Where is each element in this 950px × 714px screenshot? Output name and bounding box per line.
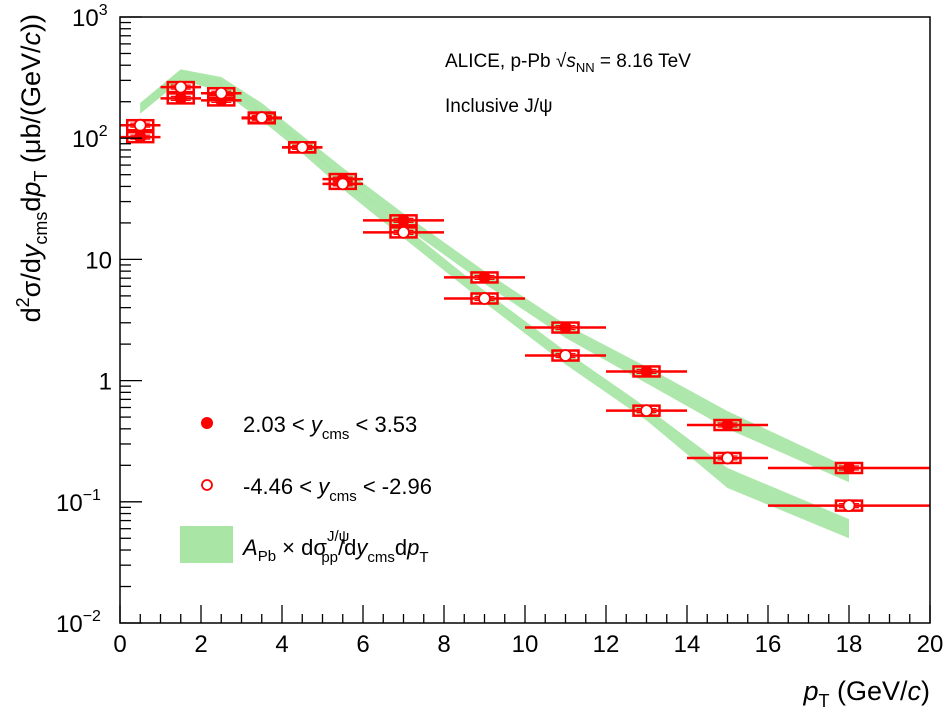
x-axis-label: pT (GeV/c) [802,676,930,711]
annotation-line1: ALICE, p-Pb √sNN = 8.16 TeV [445,51,691,75]
data-point [363,226,444,239]
x-tick-label: 18 [836,631,863,658]
x-tick-label: 10 [512,631,539,658]
marker-open [295,140,309,154]
annotation-line2: Inclusive J/ψ [445,96,553,117]
x-tick-label: 6 [356,631,369,658]
legend-entry-band: APb × dσJ/ψ pp/dycmsdpT [241,528,429,566]
marker-filled [843,462,855,475]
legend-entry-backward: -4.46 < ycms < -2.96 [243,474,432,505]
data-point [687,451,768,465]
marker-open [174,80,188,94]
x-tick-label: 2 [194,631,207,658]
data-point [525,321,606,334]
x-tick-label: 4 [275,631,288,658]
data-point [687,418,768,432]
marker-filled [640,365,653,378]
data-point [444,292,525,305]
y-tick-label: 103 [72,2,108,32]
marker-filled [721,419,734,432]
legend-marker-filled [201,417,213,429]
y-tick-label: 10−2 [56,608,101,638]
marker-filled [134,131,147,144]
y-tick-label: 102 [72,123,108,153]
legend-entry-forward: 2.03 < ycms < 3.53 [243,412,417,443]
axes: 0 2 4 6 8 10 12 14 16 18 20 10−2 10−1 1 10 102 103 [56,2,943,658]
marker-open [842,499,856,513]
data-point [241,111,282,124]
y-tick-label: 1 [99,369,112,396]
legend: 2.03 < ycms < 3.53 -4.46 < ycms < -2.96 … [180,412,432,566]
marker-open [133,118,147,132]
marker-open [214,86,228,100]
data-point [363,214,444,227]
marker-open [255,111,269,124]
y-axis-label: d2σ/dycmsdpT (μb/(GeV/c)) [13,14,51,322]
x-tick-label: 8 [437,631,450,658]
marker-filled [397,214,410,227]
data-point [606,404,687,418]
marker-open [397,226,410,239]
data-point [768,499,930,513]
data-point [120,130,161,144]
data-point [160,92,201,105]
y-tick-label: 10−1 [56,487,101,517]
marker-open [640,404,653,418]
data-point [201,86,242,100]
data-point [606,365,687,378]
data-points [120,80,930,513]
data-point [322,177,363,191]
data-point [282,140,323,154]
marker-open [478,292,491,305]
legend-marker-open [201,479,213,491]
data-point [768,461,930,475]
legend-band-swatch [180,526,233,563]
x-tick-label: 20 [917,631,944,658]
marker-filled [478,271,491,284]
marker-open [559,349,572,362]
marker-open [721,451,734,465]
x-tick-label: 16 [755,631,782,658]
x-tick-label: 14 [674,631,701,658]
data-point [444,271,525,284]
marker-filled [559,321,572,334]
y-tick-label: 10 [85,247,112,274]
band-forward [140,69,849,483]
data-point [525,349,606,362]
x-tick-label: 12 [593,631,620,658]
data-point [120,118,161,132]
data-point [160,80,201,94]
marker-filled [174,92,187,105]
marker-open [336,177,350,191]
x-tick-label: 0 [113,631,126,658]
